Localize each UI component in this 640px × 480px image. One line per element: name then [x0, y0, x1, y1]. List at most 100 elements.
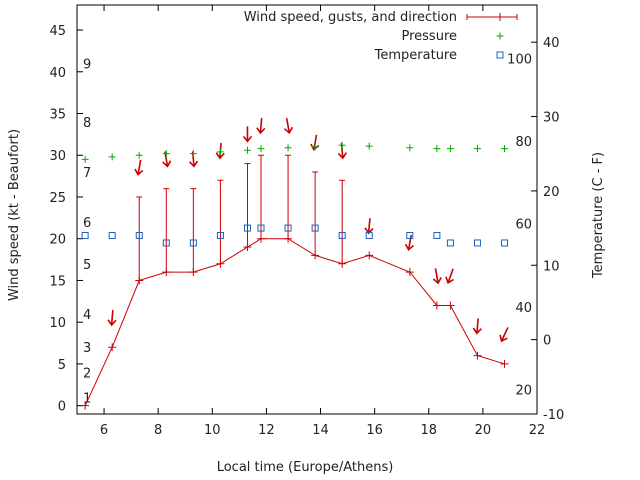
wind-direction-arrow	[256, 117, 266, 135]
wind-speed-point	[189, 268, 198, 277]
plot-border	[76, 4, 538, 415]
pressure-point	[433, 145, 441, 153]
y-axis-right: -10 0 10 20 30 40	[531, 36, 564, 423]
temperature-point	[365, 232, 373, 240]
pressure-point	[81, 155, 89, 163]
x-tick-label: 8	[154, 423, 162, 438]
wind-speed-point	[162, 268, 171, 277]
legend-temperature-marker	[496, 51, 504, 59]
legend-wind-marker	[496, 13, 504, 21]
wind-speed-point	[311, 251, 320, 260]
temperature-point	[284, 224, 292, 232]
wind-speed-point	[500, 359, 509, 368]
temperature-series	[81, 224, 509, 247]
y2-tick-label: 40	[543, 36, 560, 51]
x-tick-label: 14	[312, 423, 329, 438]
temperature-point	[243, 224, 251, 232]
beaufort-label: 7	[83, 166, 91, 181]
pressure-point	[162, 150, 170, 158]
x-tick-label: 6	[100, 423, 108, 438]
wind-direction-arrow	[364, 218, 374, 235]
wind-direction-arrow	[107, 309, 117, 327]
wind-speed-point	[432, 301, 441, 310]
temperature-point	[162, 239, 170, 247]
wind-speed-point	[473, 351, 482, 360]
y-tick-label: 35	[49, 108, 66, 123]
temperature-point	[135, 232, 143, 240]
y-tick-label: 0	[58, 400, 66, 415]
beaufort-label: 2	[83, 366, 91, 381]
fahrenheit-label: 20	[515, 383, 532, 398]
y-tick-label: 15	[49, 274, 66, 289]
pressure-point	[243, 146, 251, 154]
wind-direction-arrow	[472, 318, 482, 335]
legend-wind-label: Wind speed, gusts, and direction	[244, 10, 457, 25]
y2-tick-label: 10	[543, 259, 560, 274]
y2-tick-label: 30	[543, 111, 560, 126]
pressure-point	[189, 150, 197, 158]
pressure-point	[257, 145, 265, 153]
x-axis: 6 8 10 12 14 16 18 20 22	[100, 5, 545, 438]
temperature-point	[501, 239, 509, 247]
fahrenheit-label: 40	[515, 301, 532, 316]
beaufort-label: 3	[83, 341, 91, 356]
fahrenheit-label: 80	[515, 135, 532, 150]
pressure-point	[338, 141, 346, 149]
pressure-point	[216, 148, 224, 156]
legend-pressure-label: Pressure	[401, 29, 457, 44]
y-tick-label: 20	[49, 233, 66, 248]
wind-direction-arrow	[242, 126, 253, 143]
pressure-point	[311, 143, 319, 151]
wind-speed-point	[135, 276, 144, 285]
beaufort-label: 4	[83, 308, 91, 323]
wind-direction-arrow	[283, 118, 294, 135]
y-tick-label: 40	[49, 66, 66, 81]
temperature-point	[257, 224, 265, 232]
beaufort-label: 8	[83, 116, 91, 131]
y-axis-left: 0 5 10 15 20 25 30 35 40 45	[49, 24, 83, 415]
plot-frame	[76, 4, 538, 415]
y-tick-label: 5	[58, 358, 66, 373]
pressure-series	[81, 141, 509, 163]
wind-direction-arrow	[134, 159, 144, 176]
wind-speed-line	[84, 238, 505, 406]
fahrenheit-label: 60	[515, 218, 532, 233]
wind-speed-point	[108, 343, 117, 352]
wind-speed-point	[365, 251, 374, 260]
y-tick-label: 45	[49, 24, 66, 39]
wind-direction-arrow	[445, 268, 454, 285]
fahrenheit-labels: 20 40 60 80 100	[507, 53, 532, 399]
wind-direction-arrow	[432, 268, 442, 285]
temperature-point	[189, 239, 197, 247]
y2-axis-title: Temperature (C - F)	[591, 152, 606, 279]
wind-speed-point	[446, 301, 455, 310]
wind-speed-point	[81, 401, 90, 410]
wind-speed-point	[216, 259, 225, 268]
pressure-point	[365, 142, 373, 150]
temperature-point	[473, 239, 481, 247]
temperature-point	[311, 224, 319, 232]
temperature-point	[446, 239, 454, 247]
beaufort-label: 9	[83, 57, 91, 72]
pressure-point	[135, 151, 143, 159]
beaufort-label: 6	[83, 216, 91, 231]
pressure-point	[284, 144, 292, 152]
temperature-point	[433, 232, 441, 240]
wind-direction-arrow	[499, 327, 509, 343]
temperature-point	[338, 232, 346, 240]
y2-tick-label: 0	[543, 334, 551, 349]
x-axis-title: Local time (Europe/Athens)	[217, 460, 394, 475]
wind-speed-point	[284, 234, 293, 243]
pressure-point	[406, 144, 414, 152]
wind-direction-arrow	[404, 234, 414, 252]
pressure-point	[446, 145, 454, 153]
x-tick-label: 22	[529, 423, 546, 438]
legend-temperature-label: Temperature	[374, 48, 457, 63]
y-tick-label: 30	[49, 149, 66, 164]
direction-arrows	[107, 117, 509, 343]
x-tick-label: 10	[204, 423, 221, 438]
wind-speed-point	[243, 243, 252, 252]
beaufort-labels: 1 2 3 4 5 6 7 8 9	[83, 57, 91, 406]
wind-speed-point	[405, 268, 414, 277]
